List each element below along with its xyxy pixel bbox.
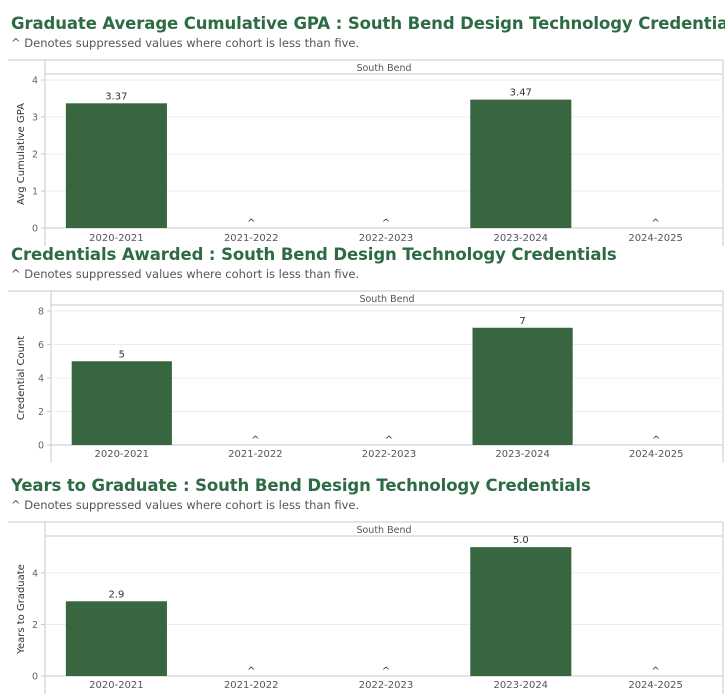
suppressed-label: ^ <box>251 435 259 446</box>
x-tick-label: 2020-2021 <box>95 449 150 460</box>
credentials-bar-chart: South Bend 0 2 4 6 8 Credential Count 5 2020-202… <box>8 290 724 463</box>
bar <box>71 361 172 445</box>
chart-subtitle: ^ Denotes suppressed values where cohort… <box>11 498 360 512</box>
x-tick-label: 2024-2025 <box>628 680 683 691</box>
x-tick-label: 2020-2021 <box>89 680 144 691</box>
y-tick-label: 8 <box>38 307 44 318</box>
panel-header-label: South Bend <box>356 63 411 74</box>
gpa-bar-chart: South Bend 0 1 2 3 4 Avg Cumulative GPA 3.37 202… <box>8 59 724 246</box>
data-label: 3.37 <box>105 91 127 102</box>
x-tick-label: 2021-2022 <box>224 680 279 691</box>
x-tick-label: 2023-2024 <box>494 680 549 691</box>
data-label: 3.47 <box>510 88 532 99</box>
y-tick-label: 3 <box>32 113 38 124</box>
y-tick-label: 2 <box>32 150 38 161</box>
data-label: 5 <box>119 349 125 360</box>
chart-subtitle: ^ Denotes suppressed values where cohort… <box>11 36 360 50</box>
y-tick-label: 4 <box>38 374 44 385</box>
x-tick-label: 2023-2024 <box>494 233 549 244</box>
suppressed-label: ^ <box>651 666 659 677</box>
y-tick-label: 0 <box>32 672 38 683</box>
data-label: 7 <box>519 316 525 327</box>
y-tick-label: 0 <box>32 224 38 235</box>
suppressed-label: ^ <box>382 218 390 229</box>
suppressed-label: ^ <box>385 435 393 446</box>
y-tick-label: 1 <box>32 187 38 198</box>
x-tick-label: 2024-2025 <box>628 233 683 244</box>
years-chart-section: Years to Graduate : South Bend Design Te… <box>0 476 725 700</box>
x-tick-label: 2020-2021 <box>89 233 144 244</box>
y-tick-label: 2 <box>38 407 44 418</box>
suppressed-label: ^ <box>652 435 660 446</box>
credentials-chart-section: Credentials Awarded : South Bend Design … <box>0 245 725 465</box>
y-tick-label: 4 <box>32 76 38 87</box>
y-tick-label: 0 <box>38 441 44 452</box>
chart-subtitle: ^ Denotes suppressed values where cohort… <box>11 267 360 281</box>
bar <box>472 327 573 445</box>
y-axis-title: Credential Count <box>16 336 27 420</box>
chart-title: Years to Graduate : South Bend Design Te… <box>11 476 591 495</box>
bar <box>470 547 572 676</box>
x-tick-label: 2024-2025 <box>629 449 684 460</box>
x-tick-label: 2022-2023 <box>359 680 414 691</box>
bar <box>65 103 167 228</box>
panel-header-label: South Bend <box>359 294 414 305</box>
suppressed-label: ^ <box>382 666 390 677</box>
bar <box>65 601 167 676</box>
x-tick-label: 2023-2024 <box>495 449 550 460</box>
panel-header-label: South Bend <box>356 525 411 536</box>
y-axis-title: Avg Cumulative GPA <box>16 103 27 205</box>
data-label: 5.0 <box>513 535 529 546</box>
x-tick-label: 2022-2023 <box>359 233 414 244</box>
y-tick-label: 6 <box>38 340 44 351</box>
years-bar-chart: South Bend 0 2 4 Years to Graduate 2.9 2020-20… <box>8 521 724 694</box>
suppressed-label: ^ <box>651 218 659 229</box>
suppressed-label: ^ <box>247 218 255 229</box>
gpa-chart-section: Graduate Average Cumulative GPA : South … <box>0 14 725 246</box>
y-tick-label: 2 <box>32 620 38 631</box>
x-tick-label: 2022-2023 <box>362 449 417 460</box>
chart-title: Credentials Awarded : South Bend Design … <box>11 245 617 264</box>
y-tick-label: 4 <box>32 568 38 579</box>
bar <box>470 99 572 228</box>
x-tick-label: 2021-2022 <box>228 449 283 460</box>
data-label: 2.9 <box>108 589 124 600</box>
suppressed-label: ^ <box>247 666 255 677</box>
x-tick-label: 2021-2022 <box>224 233 279 244</box>
y-axis-title: Years to Graduate <box>16 564 27 655</box>
chart-title: Graduate Average Cumulative GPA : South … <box>11 14 725 33</box>
